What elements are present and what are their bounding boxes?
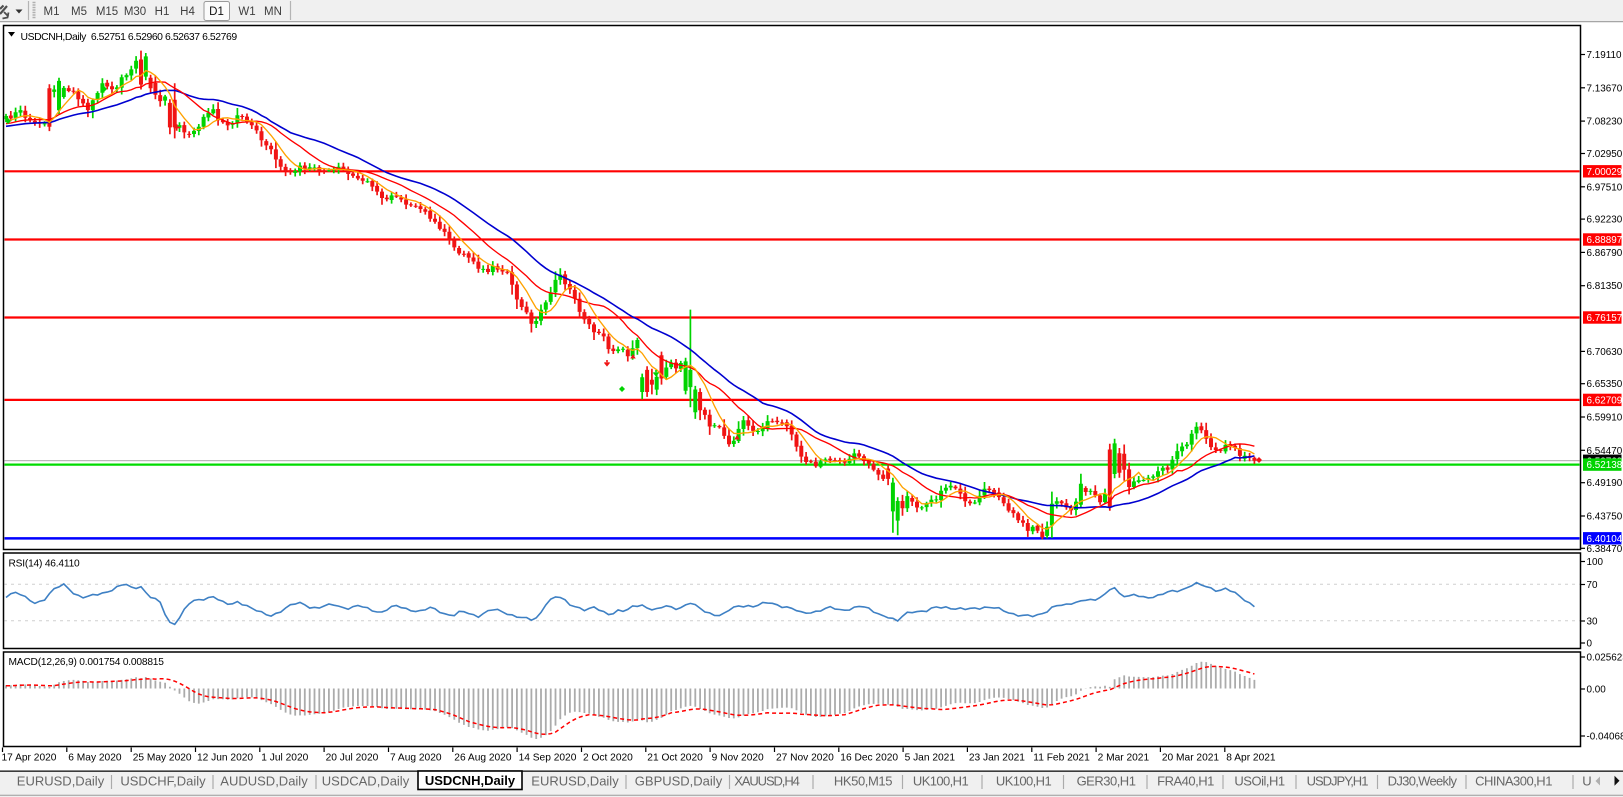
svg-text:20 Jul 2020: 20 Jul 2020 — [326, 753, 379, 764]
svg-text:6.65350: 6.65350 — [1587, 379, 1623, 390]
svg-text:CHINA300,H1: CHINA300,H1 — [1475, 774, 1552, 789]
svg-text:XAUUSD,H4: XAUUSD,H4 — [734, 774, 799, 789]
svg-text:11 Feb 2021: 11 Feb 2021 — [1033, 753, 1090, 764]
svg-text:HK50,M15: HK50,M15 — [834, 774, 892, 789]
svg-text:GER30,H1: GER30,H1 — [1077, 774, 1136, 789]
svg-text:6.43750: 6.43750 — [1587, 512, 1623, 523]
svg-text:7.00029: 7.00029 — [1587, 167, 1623, 178]
svg-text:USDCAD,Daily: USDCAD,Daily — [322, 774, 410, 789]
svg-text:100: 100 — [1587, 557, 1604, 568]
svg-text:6.70630: 6.70630 — [1587, 347, 1623, 358]
svg-text:7.19110: 7.19110 — [1587, 50, 1622, 61]
svg-text:0: 0 — [1587, 639, 1593, 650]
svg-text:GBPUSD,Daily: GBPUSD,Daily — [635, 774, 723, 789]
svg-text:USDJPY,H1: USDJPY,H1 — [1307, 774, 1369, 789]
svg-text:USDCNH,Daily 6.52751 6.52960: USDCNH,Daily 6.52751 6.52960 6.52637 6.5… — [21, 32, 238, 43]
svg-text:7 Aug 2020: 7 Aug 2020 — [390, 753, 442, 764]
svg-text:D1: D1 — [209, 6, 224, 18]
svg-text:6.59910: 6.59910 — [1587, 413, 1623, 424]
svg-text:8 Apr 2021: 8 Apr 2021 — [1226, 753, 1276, 764]
svg-text:USOil,H1: USOil,H1 — [1234, 774, 1284, 789]
svg-text:25 May 2020: 25 May 2020 — [133, 753, 192, 764]
svg-text:6.49190: 6.49190 — [1587, 478, 1623, 489]
svg-text:M5: M5 — [71, 6, 87, 18]
svg-text:FRA40,H1: FRA40,H1 — [1157, 774, 1214, 789]
svg-text:M15: M15 — [96, 6, 118, 18]
svg-text:12 Jun 2020: 12 Jun 2020 — [197, 753, 253, 764]
svg-text:MACD(12,26,9) 0.001754 0.00881: MACD(12,26,9) 0.001754 0.008815 — [9, 657, 165, 668]
svg-text:17 Apr 2020: 17 Apr 2020 — [2, 753, 57, 764]
svg-text:9 Nov 2020: 9 Nov 2020 — [712, 753, 764, 764]
svg-text:7.02950: 7.02950 — [1587, 149, 1623, 160]
svg-text:6.97510: 6.97510 — [1587, 182, 1623, 193]
svg-text:27 Nov 2020: 27 Nov 2020 — [776, 753, 834, 764]
svg-text:6.76157: 6.76157 — [1587, 313, 1623, 324]
svg-text:U: U — [1582, 774, 1591, 789]
svg-text:26 Aug 2020: 26 Aug 2020 — [454, 753, 512, 764]
svg-text:70: 70 — [1587, 580, 1598, 591]
svg-text:W1: W1 — [238, 6, 255, 18]
svg-text:7.08230: 7.08230 — [1587, 117, 1623, 128]
svg-text:1 Jul 2020: 1 Jul 2020 — [261, 753, 308, 764]
svg-text:6.38470: 6.38470 — [1587, 544, 1623, 555]
svg-text:UK100,H1: UK100,H1 — [996, 774, 1052, 789]
svg-text:USDCNH,Daily: USDCNH,Daily — [425, 773, 516, 788]
svg-text:6.62709: 6.62709 — [1587, 395, 1623, 406]
svg-text:UK100,H1: UK100,H1 — [913, 774, 969, 789]
svg-text:EURUSD,Daily: EURUSD,Daily — [531, 774, 619, 789]
svg-text:M1: M1 — [44, 6, 60, 18]
svg-text:20 Mar 2021: 20 Mar 2021 — [1162, 753, 1220, 764]
svg-text:-0.040687: -0.040687 — [1587, 732, 1623, 743]
svg-text:5 Jan 2021: 5 Jan 2021 — [905, 753, 956, 764]
svg-text:6 May 2020: 6 May 2020 — [68, 753, 122, 764]
svg-text:30: 30 — [1587, 617, 1598, 628]
svg-text:23 Jan 2021: 23 Jan 2021 — [969, 753, 1025, 764]
svg-text:H4: H4 — [180, 6, 195, 18]
svg-text:2 Mar 2021: 2 Mar 2021 — [1098, 753, 1150, 764]
svg-text:MN: MN — [264, 6, 282, 18]
svg-text:AUDUSD,Daily: AUDUSD,Daily — [220, 774, 308, 789]
svg-text:6.40104: 6.40104 — [1587, 534, 1623, 545]
svg-text:RSI(14) 46.4110: RSI(14) 46.4110 — [9, 559, 81, 570]
svg-text:M30: M30 — [124, 6, 146, 18]
svg-text:16 Dec 2020: 16 Dec 2020 — [840, 753, 898, 764]
svg-text:USDCHF,Daily: USDCHF,Daily — [120, 774, 206, 789]
svg-text:H1: H1 — [155, 6, 170, 18]
svg-text:7.13670: 7.13670 — [1587, 83, 1623, 94]
svg-text:6.88897: 6.88897 — [1587, 235, 1623, 246]
svg-text:2 Oct 2020: 2 Oct 2020 — [583, 753, 633, 764]
svg-text:6.92230: 6.92230 — [1587, 215, 1623, 226]
svg-text:DJ30,Weekly: DJ30,Weekly — [1388, 774, 1458, 789]
svg-text:6.86790: 6.86790 — [1587, 248, 1623, 259]
svg-text:14 Sep 2020: 14 Sep 2020 — [519, 753, 577, 764]
svg-text:0.025623: 0.025623 — [1587, 653, 1623, 664]
svg-text:6.81350: 6.81350 — [1587, 281, 1623, 292]
svg-text:6.54470: 6.54470 — [1587, 446, 1623, 457]
svg-text:21 Oct 2020: 21 Oct 2020 — [647, 753, 703, 764]
svg-text:0.00: 0.00 — [1587, 685, 1607, 696]
svg-text:EURUSD,Daily: EURUSD,Daily — [17, 774, 105, 789]
svg-text:6.52138: 6.52138 — [1587, 460, 1623, 471]
